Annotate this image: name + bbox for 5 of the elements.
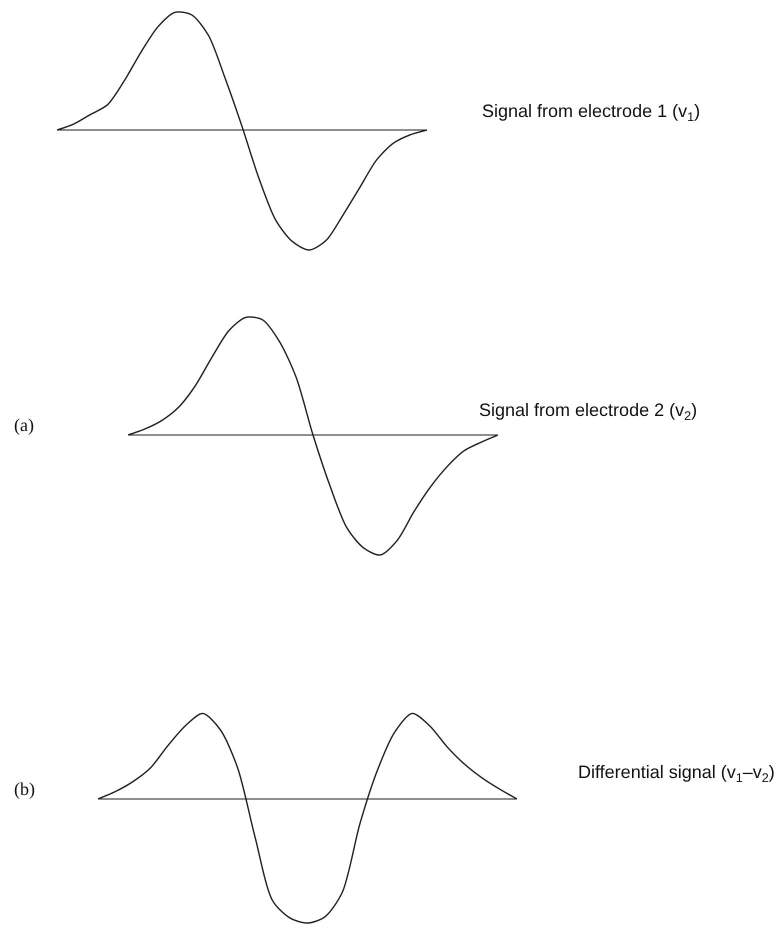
- text: Differential signal (v$_{1}$–v$_{2}$): [578, 762, 775, 785]
- text: Signal from electrode 1 (v$_{1}$): [482, 101, 700, 124]
- series-label: Signal from electrode 2 (v$_{2}$): [479, 400, 698, 423]
- text: (b): [14, 779, 35, 799]
- text: (a): [14, 415, 34, 435]
